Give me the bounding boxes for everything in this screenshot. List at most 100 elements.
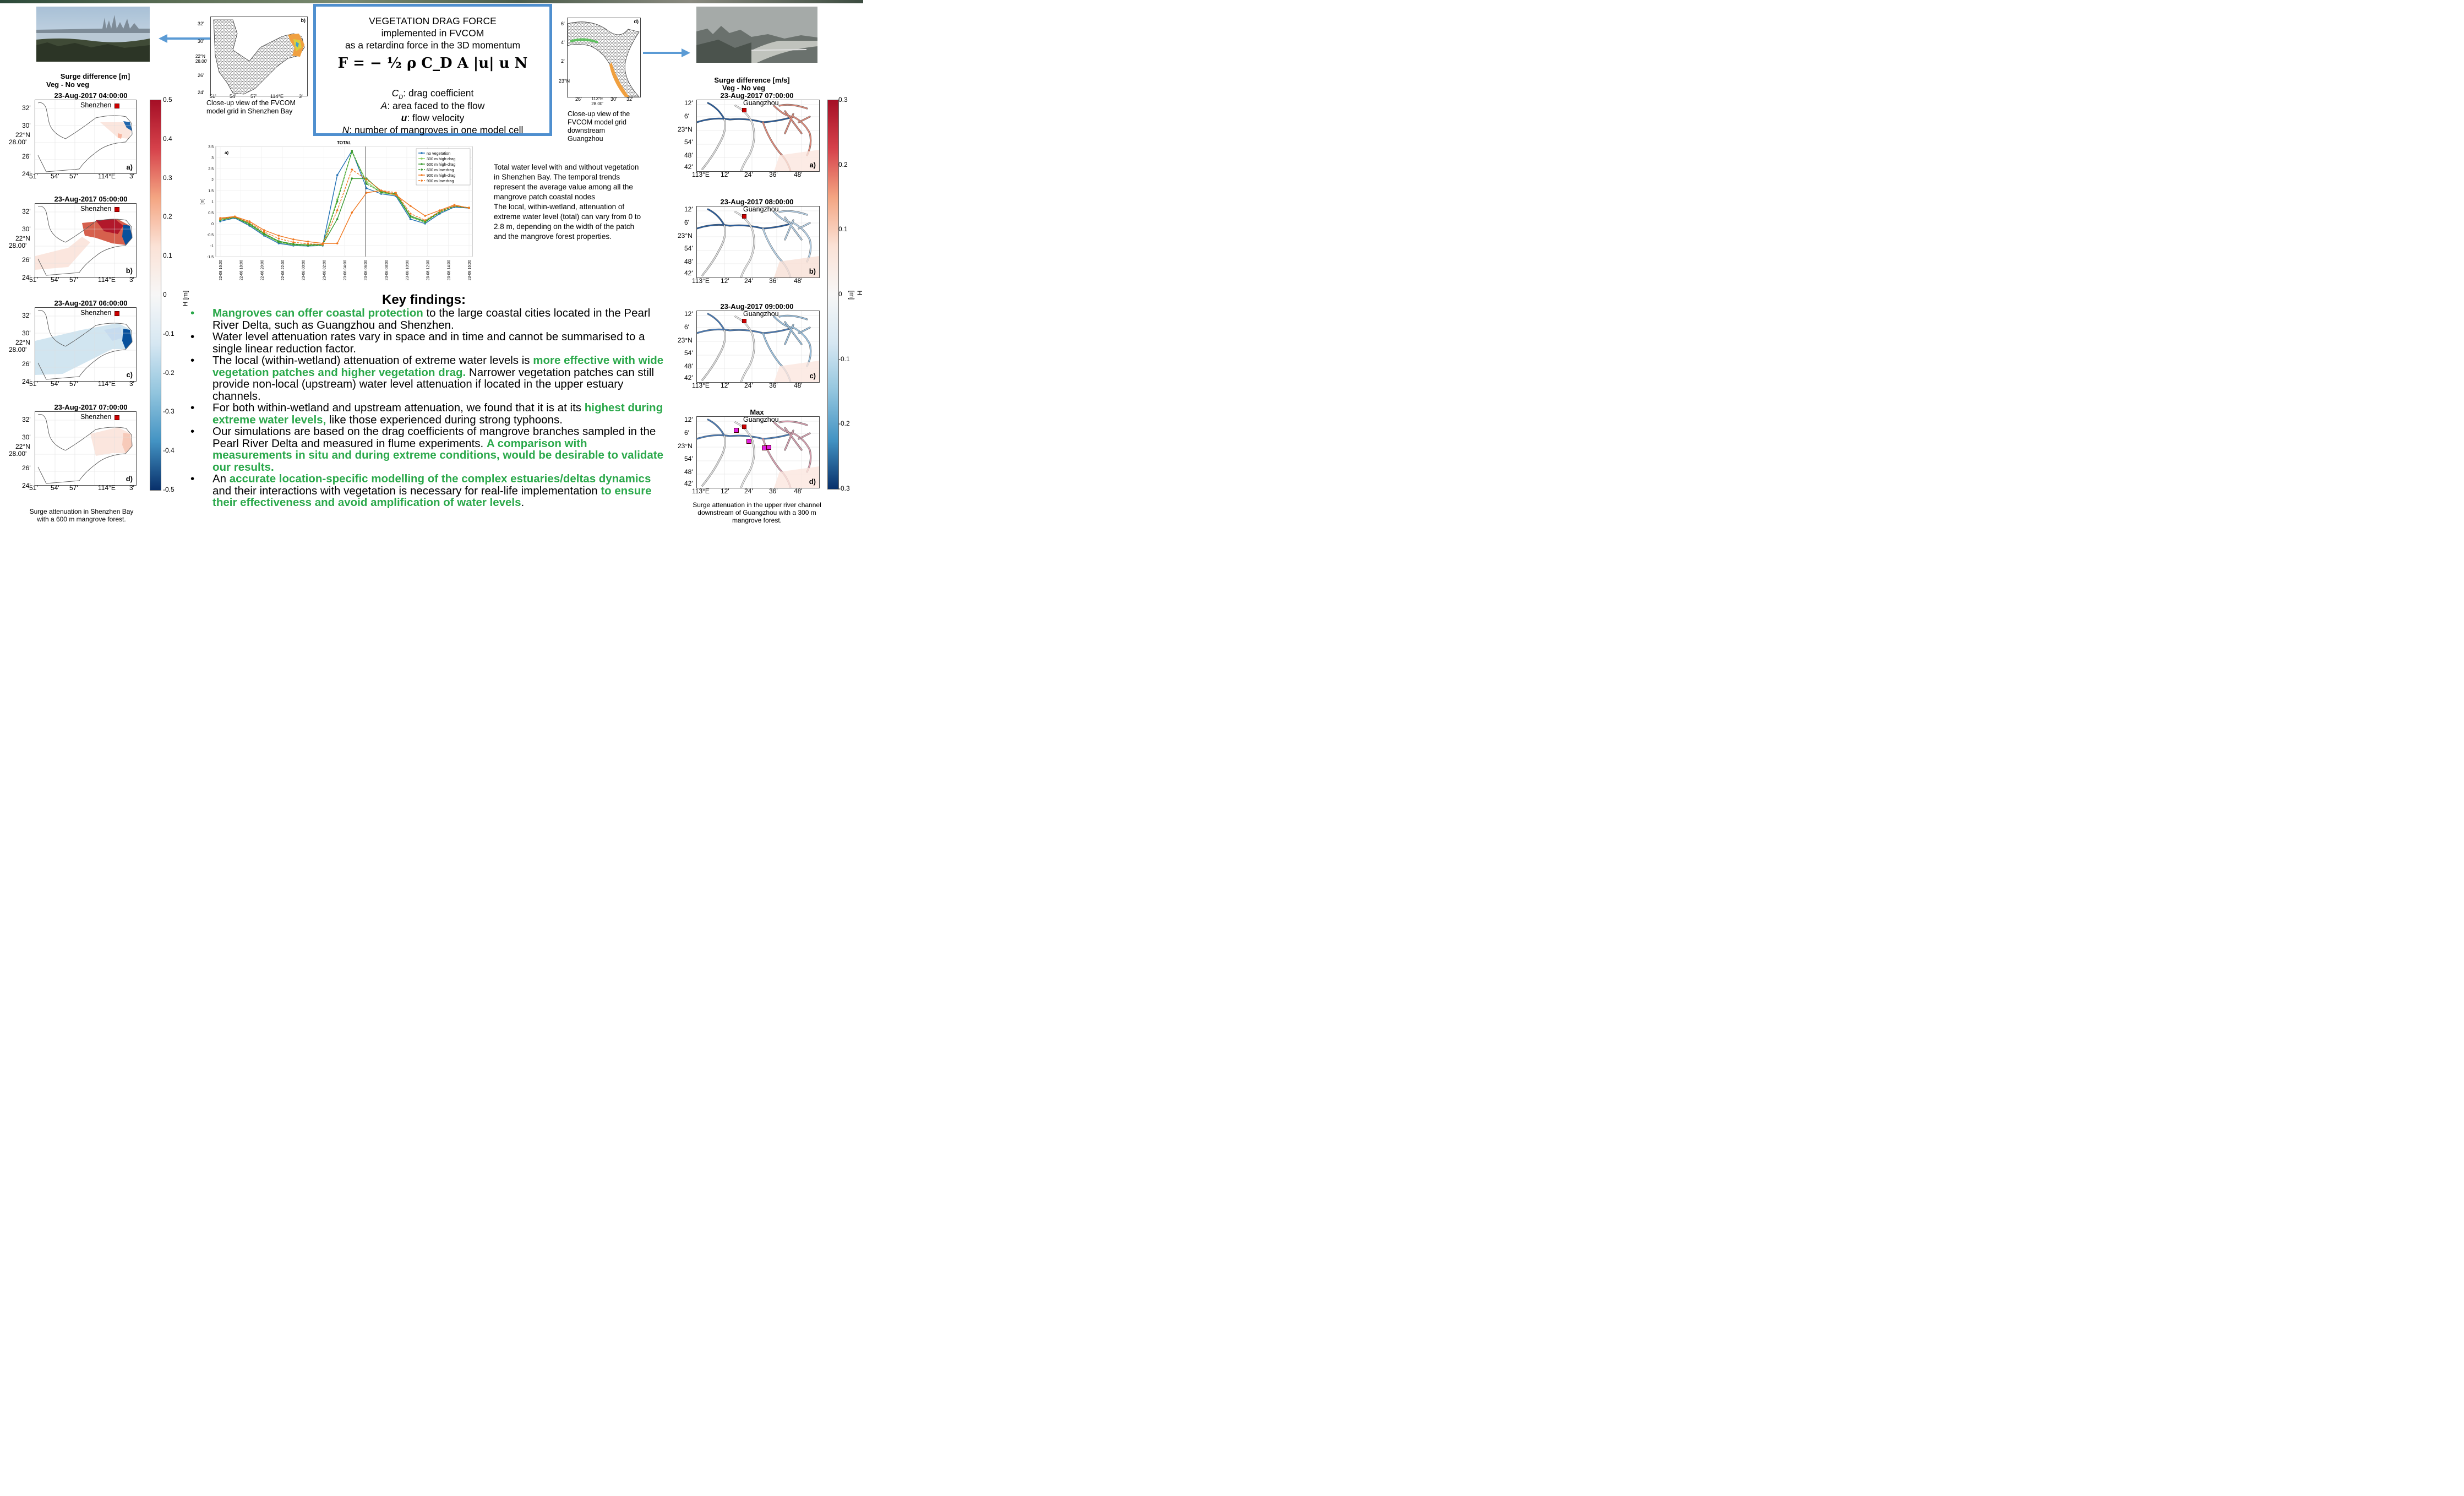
x-tick-label: 22-08 16:00 bbox=[219, 260, 223, 280]
right-title: Surge difference [m/s] bbox=[714, 76, 790, 84]
city-label: Shenzhen bbox=[80, 413, 112, 421]
colorbar-tick: 0.3 bbox=[163, 173, 172, 182]
colorbar-tick: 0.5 bbox=[163, 96, 172, 104]
map-ytick: 48' bbox=[684, 362, 693, 370]
colorbar-tick: -0.2 bbox=[163, 368, 175, 377]
data-point bbox=[453, 205, 456, 207]
legend-entry: 900 m high-drag bbox=[427, 173, 455, 178]
cd-description: : drag coefficient bbox=[403, 88, 474, 99]
finding-1: • Mangroves can offer coastal protection … bbox=[190, 307, 651, 331]
map-ytick: 54' bbox=[684, 349, 693, 357]
x-tick-label: 23-08 10:00 bbox=[406, 260, 410, 280]
map-xtick: 24' bbox=[744, 171, 753, 178]
grid-d-ytick: 4' bbox=[561, 40, 565, 45]
data-point bbox=[409, 205, 412, 207]
data-point bbox=[351, 150, 353, 152]
finding-2: • Water level attenuation rates vary in s… bbox=[190, 330, 645, 355]
grid-b-ytick: 26' bbox=[198, 73, 204, 78]
data-point bbox=[366, 183, 368, 185]
top-banner bbox=[0, 0, 863, 3]
cd-subscript: D bbox=[399, 94, 404, 101]
map-xtick: 36' bbox=[769, 277, 778, 285]
map-ytick: 48' bbox=[684, 258, 693, 265]
formula-box: VEGETATION DRAG FORCE implemented in FVC… bbox=[313, 4, 552, 136]
data-point bbox=[336, 200, 339, 203]
colorbar-tick: -0.3 bbox=[163, 407, 175, 416]
map-xtick: 57' bbox=[69, 484, 78, 492]
data-point bbox=[277, 235, 280, 237]
grid-b-letter: b) bbox=[301, 18, 306, 23]
map-xtick: 54' bbox=[51, 276, 59, 284]
data-point bbox=[366, 178, 368, 181]
grid-d-ytick: 2' bbox=[561, 58, 565, 64]
colorbar-tick: 0.1 bbox=[163, 252, 172, 260]
map-xtick: 12' bbox=[721, 171, 729, 178]
city-marker-icon bbox=[742, 108, 746, 112]
finding-5: • Our simulations are based on the drag c… bbox=[190, 425, 664, 474]
data-point bbox=[292, 241, 295, 243]
map-ytick: 30' bbox=[22, 122, 31, 129]
grid-b-xtick: 3' bbox=[299, 94, 303, 99]
finding-6: • An accurate location-specific modelling… bbox=[190, 472, 652, 509]
series-line bbox=[220, 178, 470, 246]
map-ytick: 24' bbox=[22, 482, 31, 489]
series-line bbox=[220, 168, 470, 245]
panel-time: 23-Aug-2017 07:00:00 bbox=[54, 403, 128, 411]
grid-d-xtick: 30' bbox=[610, 96, 617, 102]
y-tick-label: 2 bbox=[211, 178, 214, 182]
map-ytick: 32' bbox=[22, 416, 31, 423]
map-ytick: 54' bbox=[684, 244, 693, 252]
map-ytick: 26' bbox=[22, 153, 31, 160]
formula-text: F = − ½ ρ C_D A |u| u N bbox=[337, 55, 528, 72]
grid-b-xtick: 54' bbox=[230, 94, 236, 99]
formula-line2: implemented in FVCOM bbox=[381, 28, 484, 39]
map-xtick: 57' bbox=[69, 172, 78, 180]
total-description: Total water level with and without veget… bbox=[494, 162, 642, 242]
map-xtick: 12' bbox=[721, 487, 729, 495]
panel-time: 23-Aug-2017 08:00:00 bbox=[720, 198, 794, 206]
map-xtick: 48' bbox=[794, 277, 803, 285]
map-ytick: 28.00' bbox=[9, 242, 27, 249]
left-colorbar bbox=[150, 100, 161, 491]
data-point bbox=[263, 231, 265, 233]
y-tick-label: 3 bbox=[211, 156, 214, 160]
data-point bbox=[292, 243, 295, 246]
map-ytick: 12' bbox=[684, 310, 693, 318]
map-ytick: 26' bbox=[22, 360, 31, 368]
grid-b-caption: Close-up view of the FVCOM model grid in… bbox=[206, 99, 296, 115]
y-tick-label: 0.5 bbox=[208, 211, 214, 215]
left-caption: Surge attenuation in Shenzhen Bay with a… bbox=[29, 508, 134, 523]
right-subtitle: Veg - No veg bbox=[722, 84, 766, 92]
x-tick-label: 23-08 00:00 bbox=[302, 260, 306, 280]
map-xtick: 114°E bbox=[98, 484, 116, 492]
formula-n-line: N: number of mangroves in one model cell bbox=[316, 124, 549, 136]
data-point bbox=[424, 215, 427, 217]
grid-b-ytick: 32' bbox=[198, 21, 204, 26]
y-tick-label: -1 bbox=[210, 244, 214, 248]
data-point bbox=[380, 189, 383, 192]
x-tick-label: 23-08 06:00 bbox=[364, 260, 368, 280]
panel-letter: a) bbox=[809, 161, 816, 169]
legend-marker bbox=[421, 174, 423, 176]
shenzhen-map: Shenzhen c) bbox=[35, 307, 137, 382]
city-label: Shenzhen bbox=[80, 101, 112, 109]
data-point bbox=[307, 243, 309, 245]
map-xtick: 36' bbox=[769, 487, 778, 495]
x-tick-label: 22-08 20:00 bbox=[260, 260, 264, 280]
guangzhou-map: Guangzhou d) bbox=[696, 416, 820, 488]
data-point bbox=[336, 242, 339, 244]
map-xtick: 48' bbox=[794, 382, 803, 389]
station-marker-icon bbox=[766, 445, 771, 450]
map-ytick: 6' bbox=[684, 112, 689, 120]
legend-entry: 300 m high-drag bbox=[427, 156, 455, 161]
grid-d-caption: Close-up view of the FVCOM model grid do… bbox=[568, 110, 630, 143]
city-label: Guangzhou bbox=[743, 206, 779, 213]
cd-symbol: C bbox=[391, 88, 399, 99]
panel-time: 23-Aug-2017 09:00:00 bbox=[720, 302, 794, 311]
legend-marker bbox=[421, 179, 423, 182]
map-xtick: 54' bbox=[51, 380, 59, 388]
grid-d-ytick: 23°N bbox=[559, 78, 570, 84]
left-subtitle: Veg - No veg bbox=[46, 80, 90, 89]
grid-b-xtick: 51' bbox=[210, 94, 216, 99]
left-colorbar-label: H [m] bbox=[181, 290, 189, 307]
